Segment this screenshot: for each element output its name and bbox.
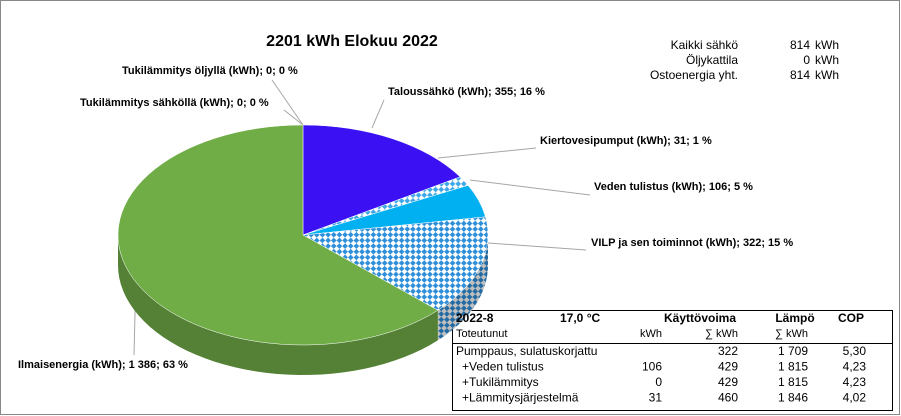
data-label: Taloussähkö (kWh); 355; 16 % [388,86,545,98]
table-cell: 429 [718,375,738,389]
table-subheader: ∑ kWh [705,328,738,340]
table-cell: 4,23 [843,375,867,389]
summary-label: Kaikki sähkö [671,38,739,52]
table-cell: 322 [718,344,738,358]
table-cell: +Veden tulistus [462,360,544,374]
table-header: Lämpö [775,311,814,325]
table-header: 17,0 °C [560,311,600,325]
data-label: VILP ja sen toiminnot (kWh); 322; 15 % [591,237,793,249]
table-cell: 1 815 [778,375,808,389]
table-cell: 1 709 [778,344,808,358]
table-cell: +Lämmitysjärjestelmä [462,391,579,405]
chart-title: 2201 kWh Elokuu 2022 [266,33,438,50]
table-subheader: kWh [640,328,662,340]
leader-line [487,242,587,251]
summary-label: Ostoenergia yht. [650,68,738,82]
summary-value: 814 [790,68,810,82]
data-label: Ilmaisenergia (kWh); 1 386; 63 % [18,359,188,371]
data-label: Kiertovesipumput (kWh); 31; 1 % [540,135,712,147]
summary-unit: kWh [815,38,839,52]
leader-line [371,99,385,129]
slice-side-shade [118,235,438,375]
table-cell: 1 846 [778,391,808,405]
data-label: Tukilämmitys öljyllä (kWh); 0; 0 % [122,65,298,77]
pie-tops [117,124,489,346]
slice-side-shade [437,235,488,341]
table-header: 2022-8 [456,311,494,325]
table-header: COP [838,311,864,325]
table-cell: 106 [642,360,662,374]
leader-line [469,179,591,196]
table-cell: 31 [649,391,663,405]
table-cell: 4,02 [843,391,867,405]
table-cell: 460 [718,391,738,405]
leader-line [437,147,537,159]
table-subheader: ∑ kWh [775,328,808,340]
summary-value: 0 [803,53,810,67]
slice [302,124,461,236]
table-cell: 4,23 [843,360,867,374]
leader-line [283,109,304,126]
table-cell: 429 [718,360,738,374]
table-cell: +Tukilämmitys [462,375,539,389]
leader-line [271,79,304,126]
slice [117,124,439,346]
table-cell: 1 815 [778,360,808,374]
slice-side [118,235,438,375]
slice-side [437,235,488,341]
pie-sides [118,235,488,375]
table-subheader: Toteutunut [456,328,507,340]
summary-unit: kWh [815,53,839,67]
table-box [452,310,893,411]
table-cell: Pumppaus, sulatuskorjattu [456,344,597,358]
data-label: Veden tulistus (kWh); 106; 5 % [594,181,753,193]
table-cell: 5,30 [843,344,867,358]
data-label: Tukilämmitys sähköllä (kWh); 0; 0 % [80,97,269,109]
leader-lines [133,79,591,356]
summary-unit: kWh [815,68,839,82]
summary-value: 814 [790,38,810,52]
slice [302,216,489,311]
summary-label: Öljykattila [686,53,738,67]
table-header: Käyttövoima [664,311,736,325]
table-cell: 0 [655,375,662,389]
